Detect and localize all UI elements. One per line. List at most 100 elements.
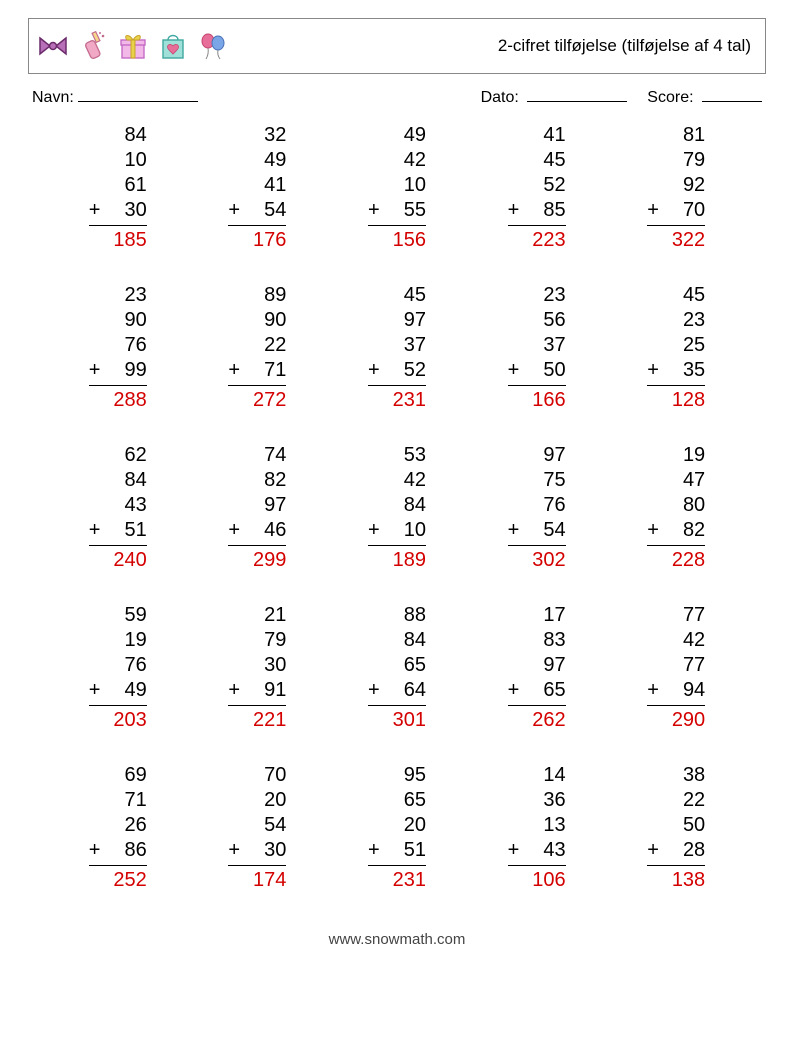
operator-line: +54 [228, 198, 286, 223]
sum-rule [89, 545, 147, 546]
addend-stack: 143613 [508, 763, 566, 838]
operator-line: +30 [89, 198, 147, 223]
problem: 774277+94290 [606, 603, 746, 733]
operator-line: +65 [508, 678, 566, 703]
sum-rule [647, 225, 705, 226]
worksheet-title: 2-cifret tilføjelse (tilføjelse af 4 tal… [498, 36, 751, 56]
answer: 203 [89, 708, 147, 733]
operator-line: +86 [89, 838, 147, 863]
addend: 94 [683, 678, 705, 703]
addend-stack: 235637 [508, 283, 566, 358]
problem: 697126+86252 [48, 763, 188, 893]
meta-row: Navn: Dato: Score: [32, 88, 762, 107]
answer: 221 [228, 708, 286, 733]
addend: 23 [508, 283, 566, 308]
sum-rule [508, 385, 566, 386]
addend: 86 [125, 838, 147, 863]
addend: 21 [228, 603, 286, 628]
addend: 91 [264, 678, 286, 703]
plus-sign: + [89, 518, 101, 543]
problem: 324941+54176 [188, 123, 328, 253]
plus-sign: + [89, 678, 101, 703]
addend: 51 [125, 518, 147, 543]
addend-stack: 239076 [89, 283, 147, 358]
sum-rule [368, 705, 426, 706]
addend: 14 [508, 763, 566, 788]
sum-rule [647, 545, 705, 546]
addend: 52 [508, 173, 566, 198]
addend: 97 [368, 308, 426, 333]
addend: 26 [89, 813, 147, 838]
addend: 42 [368, 148, 426, 173]
operator-line: +49 [89, 678, 147, 703]
date-blank[interactable] [527, 88, 627, 102]
operator-line: +46 [228, 518, 286, 543]
addend: 84 [368, 628, 426, 653]
plus-sign: + [508, 678, 520, 703]
addend: 84 [89, 468, 147, 493]
addend: 81 [647, 123, 705, 148]
answer: 128 [647, 388, 705, 413]
operator-line: +64 [368, 678, 426, 703]
addend: 76 [508, 493, 566, 518]
addend-stack: 774277 [647, 603, 705, 678]
plus-sign: + [647, 678, 659, 703]
plus-sign: + [647, 198, 659, 223]
addend: 38 [647, 763, 705, 788]
problem: 702054+30174 [188, 763, 328, 893]
answer: 262 [508, 708, 566, 733]
answer: 302 [508, 548, 566, 573]
problem: 452325+35128 [606, 283, 746, 413]
addend-stack: 697126 [89, 763, 147, 838]
addend: 41 [228, 173, 286, 198]
date-label: Dato: [481, 89, 519, 106]
addend: 35 [683, 358, 705, 383]
addend: 20 [228, 788, 286, 813]
operator-line: +71 [228, 358, 286, 383]
sum-rule [508, 545, 566, 546]
balloons-icon [197, 30, 229, 62]
name-blank[interactable] [78, 88, 198, 102]
sum-rule [508, 865, 566, 866]
problem: 956520+51231 [327, 763, 467, 893]
addend: 52 [404, 358, 426, 383]
score-blank[interactable] [702, 88, 762, 102]
problems-grid: 841061+30185324941+54176494210+551564145… [48, 123, 746, 893]
addend: 77 [647, 653, 705, 678]
plus-sign: + [647, 838, 659, 863]
problem: 143613+43106 [467, 763, 607, 893]
addend-stack: 841061 [89, 123, 147, 198]
operator-line: +50 [508, 358, 566, 383]
plus-sign: + [647, 518, 659, 543]
meta-date: Dato: [481, 88, 628, 107]
footer-link[interactable]: www.snowmath.com [28, 931, 766, 960]
addend: 77 [647, 603, 705, 628]
addend: 45 [508, 148, 566, 173]
addend: 55 [404, 198, 426, 223]
plus-sign: + [508, 518, 520, 543]
addend: 13 [508, 813, 566, 838]
addend: 19 [647, 443, 705, 468]
answer: 223 [508, 228, 566, 253]
addend: 51 [404, 838, 426, 863]
problem: 239076+99288 [48, 283, 188, 413]
sum-rule [647, 705, 705, 706]
addend: 32 [228, 123, 286, 148]
answer: 322 [647, 228, 705, 253]
addend: 97 [508, 653, 566, 678]
addend-stack: 956520 [368, 763, 426, 838]
addend-stack: 591976 [89, 603, 147, 678]
addend: 22 [228, 333, 286, 358]
addend: 25 [647, 333, 705, 358]
operator-line: +52 [368, 358, 426, 383]
answer: 185 [89, 228, 147, 253]
addend: 89 [228, 283, 286, 308]
addend: 65 [368, 788, 426, 813]
plus-sign: + [368, 198, 380, 223]
addend: 37 [368, 333, 426, 358]
answer: 166 [508, 388, 566, 413]
operator-line: +30 [228, 838, 286, 863]
addend: 62 [89, 443, 147, 468]
operator-line: +43 [508, 838, 566, 863]
plus-sign: + [368, 358, 380, 383]
